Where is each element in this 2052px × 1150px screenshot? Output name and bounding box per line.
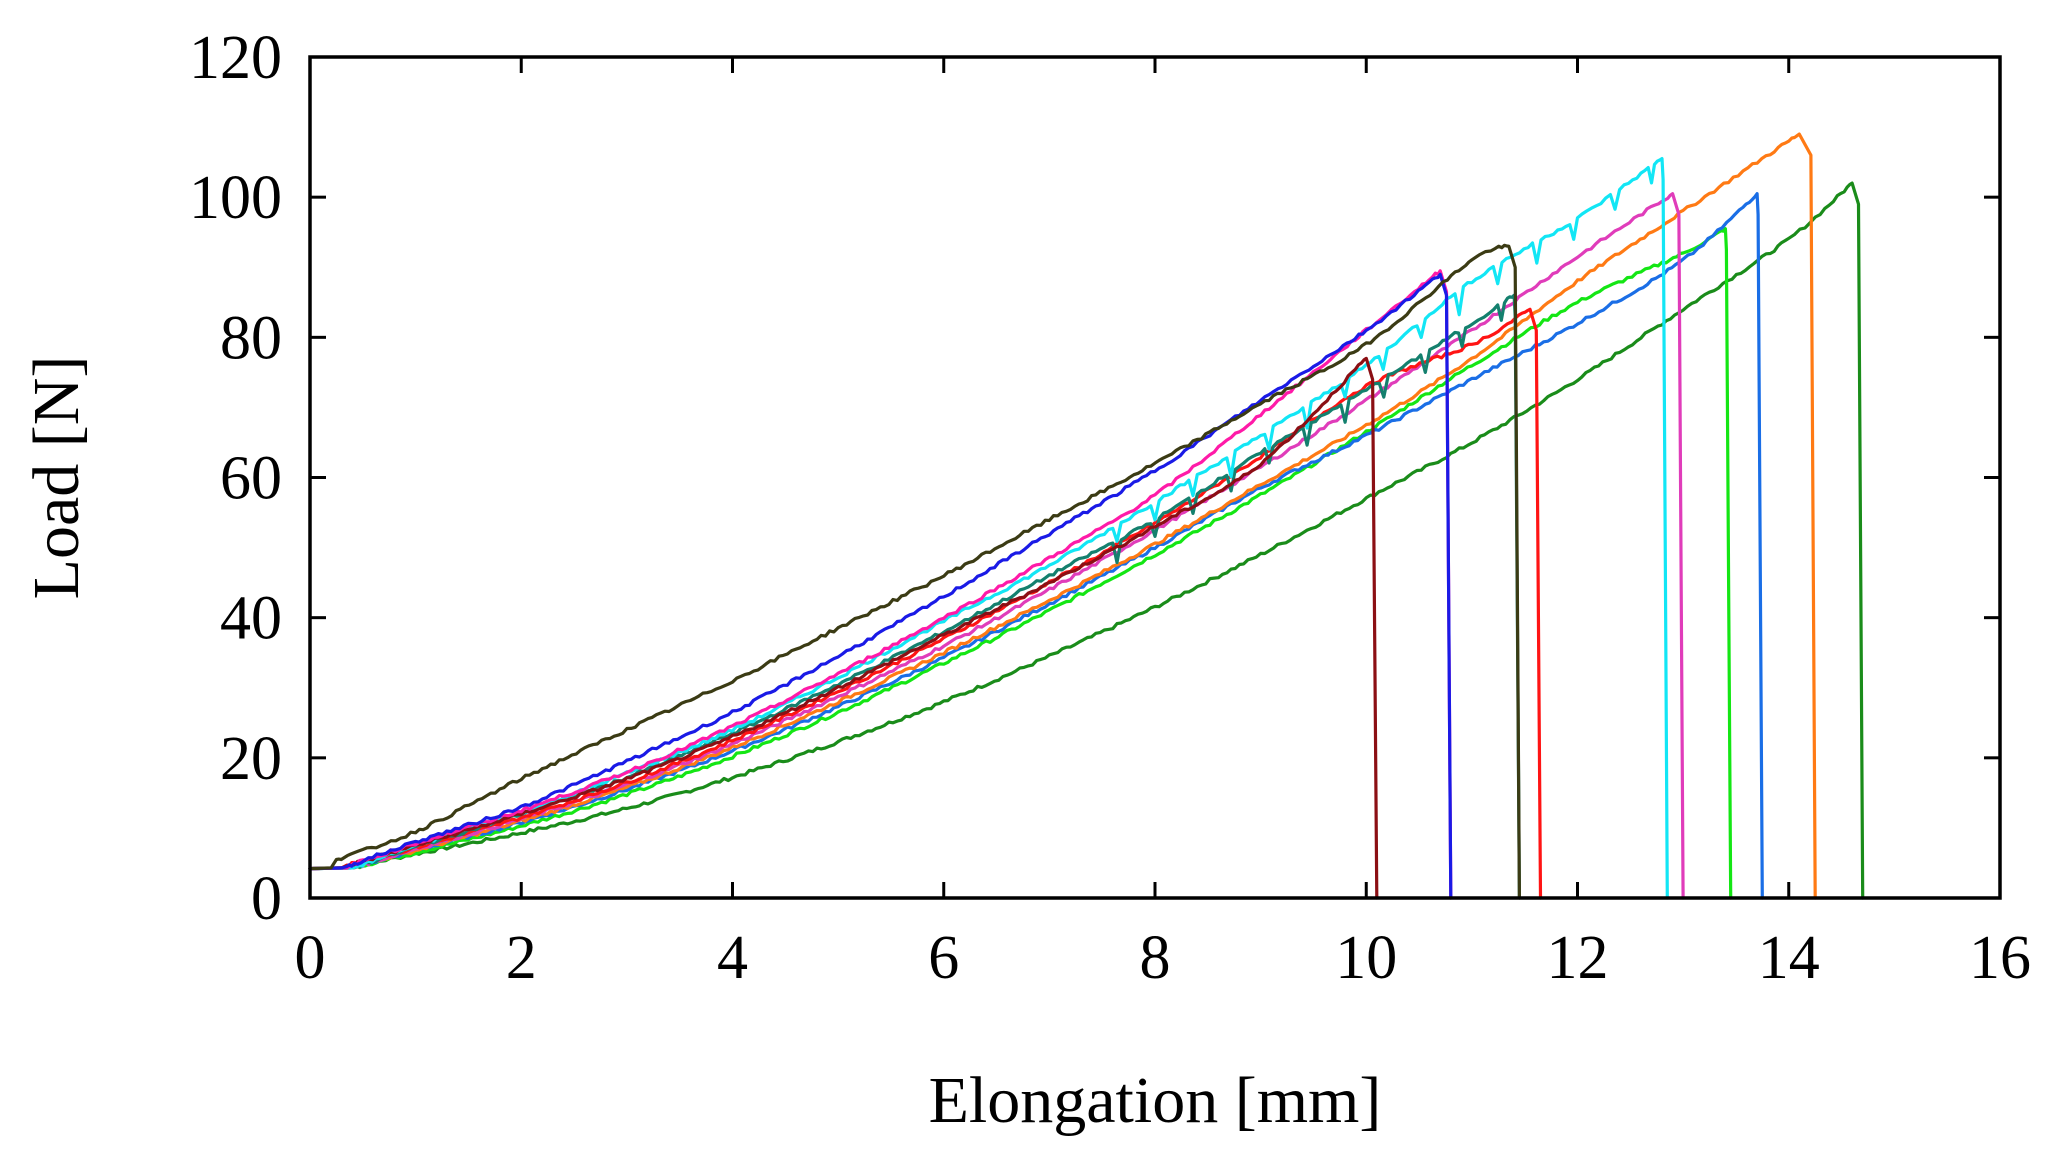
axis-ticks [308, 55, 2002, 900]
x-axis-title: Elongation [mm] [929, 1064, 1382, 1137]
series-line-specimen-dark-olive [308, 243, 1521, 900]
x-tick-label: 6 [928, 924, 959, 992]
x-tick-label: 16 [1969, 924, 2031, 992]
x-tick-label: 12 [1547, 924, 1609, 992]
series-line-specimen-dark-red [308, 356, 1379, 900]
series-line-specimen-red [308, 307, 1543, 900]
series-line-specimen-blue [308, 272, 1453, 900]
series-line-specimen-magenta [308, 269, 1453, 900]
y-tick-label: 100 [189, 164, 282, 232]
series-line-specimen-azure [308, 192, 1764, 900]
series-line-specimen-green [308, 227, 1733, 900]
x-tick-label: 4 [717, 924, 748, 992]
y-tick-label: 80 [220, 304, 282, 372]
y-tick-label: 20 [220, 725, 282, 793]
x-tick-label: 14 [1758, 924, 1820, 992]
y-tick-label: 60 [220, 445, 282, 513]
series-line-specimen-dark-green [308, 181, 1865, 900]
series-line-specimen-pink [308, 192, 1685, 900]
y-tick-label: 120 [189, 24, 282, 92]
x-tick-label: 2 [506, 924, 537, 992]
x-tick-label: 0 [295, 924, 326, 992]
y-axis-title: Load [N] [20, 356, 93, 600]
series-layer [308, 132, 1865, 900]
y-tick-label: 0 [251, 865, 282, 933]
plot-frame [308, 55, 2002, 900]
y-tick-label: 40 [220, 585, 282, 653]
tick-labels: 0 2 4 6 8 10 12 14 16 0 20 40 60 80 100 120 [189, 24, 2031, 992]
series-line-specimen-orange [308, 132, 1817, 900]
x-tick-label: 8 [1140, 924, 1171, 992]
x-tick-label: 10 [1335, 924, 1397, 992]
series-line-specimen-cyan [308, 157, 1669, 900]
